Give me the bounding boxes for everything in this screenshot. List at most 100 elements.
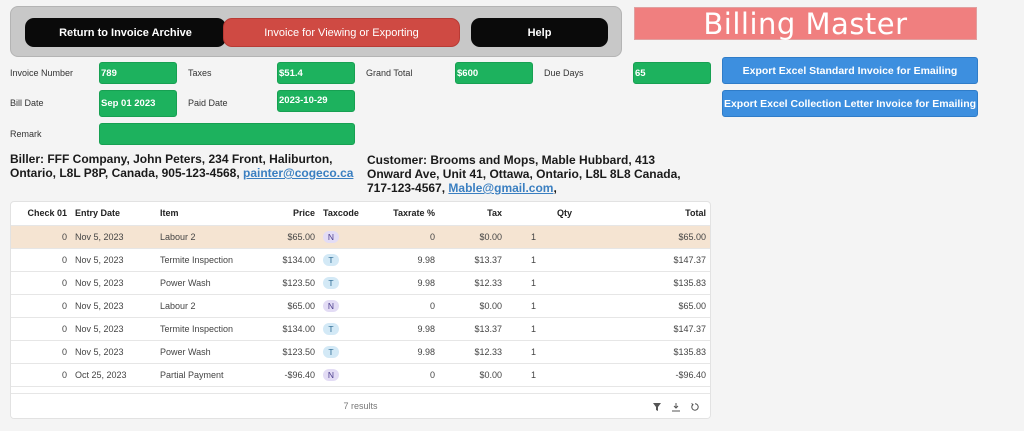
app-title: Billing Master — [634, 7, 977, 41]
remark-label: Remark — [10, 129, 42, 139]
cell-taxcode: N — [319, 225, 374, 249]
cell-tax: $12.33 — [439, 340, 506, 364]
cell-qty: 1 — [506, 248, 576, 272]
nav-panel: Return to Invoice Archive Invoice for Vi… — [10, 6, 622, 57]
table-row[interactable]: 0 Nov 5, 2023 Power Wash $123.50 T 9.98 $12.33… — [11, 271, 710, 295]
cell-qty: 1 — [506, 363, 576, 387]
col-header-check[interactable]: Check 01 — [11, 202, 71, 226]
cell-taxrate: 9.98 — [374, 271, 439, 295]
cell-price: $123.50 — [259, 271, 319, 295]
invoice-viewing-button[interactable]: Invoice for Viewing or Exporting — [223, 18, 460, 47]
cell-qty: 1 — [506, 317, 576, 341]
col-header-entry-date[interactable]: Entry Date — [71, 202, 156, 226]
table-row[interactable]: 0 Nov 5, 2023 Labour 2 $65.00 N 0 $0.00 1 $65.00 — [11, 294, 710, 318]
cell-taxcode: T — [319, 248, 374, 272]
cell-total: $65.00 — [576, 294, 710, 318]
cell-tax: $12.33 — [439, 271, 506, 295]
biller-email-link[interactable]: painter@cogeco.ca — [243, 166, 354, 180]
taxcode-badge: T — [323, 322, 339, 335]
table-row[interactable]: 0 Nov 5, 2023 Power Wash $123.50 T 9.98 $12.33… — [11, 340, 710, 364]
cell-taxrate: 9.98 — [374, 248, 439, 272]
cell-total: $147.37 — [576, 317, 710, 341]
cell-entry-date: Nov 5, 2023 — [71, 225, 156, 249]
cell-check: 0 — [11, 317, 71, 341]
remark-field[interactable] — [99, 123, 355, 145]
results-count: 7 results — [343, 401, 378, 411]
filter-icon[interactable] — [652, 402, 662, 412]
cell-taxrate: 0 — [374, 225, 439, 249]
cell-item: Partial Payment — [156, 363, 259, 387]
download-icon[interactable] — [671, 402, 681, 412]
biller-info: Biller: FFF Company, John Peters, 234 Fr… — [10, 152, 360, 180]
table-row[interactable]: 0 Nov 5, 2023 Termite Inspection $134.00 T 9.… — [11, 317, 710, 341]
cell-entry-date: Nov 5, 2023 — [71, 248, 156, 272]
taxcode-badge: T — [323, 345, 339, 358]
col-header-taxcode[interactable]: Taxcode — [319, 202, 374, 226]
cell-price: $65.00 — [259, 294, 319, 318]
cell-item: Labour 2 — [156, 225, 259, 249]
taxcode-badge: T — [323, 253, 339, 266]
customer-email-link[interactable]: Mable@gmail.com — [448, 181, 554, 195]
cell-price: $134.00 — [259, 248, 319, 272]
cell-entry-date: Nov 5, 2023 — [71, 340, 156, 364]
return-to-archive-button[interactable]: Return to Invoice Archive — [25, 18, 226, 47]
taxes-label: Taxes — [188, 68, 212, 78]
cell-qty: 1 — [506, 340, 576, 364]
cell-taxrate: 9.98 — [374, 340, 439, 364]
table-row[interactable]: 0 Oct 25, 2023 Partial Payment -$96.40 N 0 $0.… — [11, 363, 710, 387]
bill-date-field[interactable]: Sep 01 2023 — [99, 90, 177, 117]
customer-text: Customer: Brooms and Mops, Mable Hubbard… — [367, 153, 681, 195]
cell-item: Power Wash — [156, 271, 259, 295]
cell-tax: $0.00 — [439, 363, 506, 387]
customer-suffix: , — [553, 181, 557, 195]
cell-entry-date: Nov 5, 2023 — [71, 294, 156, 318]
cell-item: Termite Inspection — [156, 248, 259, 272]
col-header-total[interactable]: Total — [576, 202, 710, 226]
col-header-item[interactable]: Item — [156, 202, 259, 226]
export-collection-letter-button[interactable]: Export Excel Collection Letter Invoice f… — [722, 90, 978, 117]
cell-price: $123.50 — [259, 340, 319, 364]
col-header-qty[interactable]: Qty — [506, 202, 576, 226]
cell-taxcode: T — [319, 271, 374, 295]
invoice-number-field[interactable]: 789 — [99, 62, 177, 84]
paid-date-field[interactable]: 2023-10-29 — [277, 90, 355, 112]
cell-taxcode: N — [319, 294, 374, 318]
cell-item: Termite Inspection — [156, 317, 259, 341]
cell-tax: $0.00 — [439, 225, 506, 249]
col-header-price[interactable]: Price — [259, 202, 319, 226]
cell-qty: 1 — [506, 271, 576, 295]
invoice-number-label: Invoice Number — [10, 68, 74, 78]
cell-entry-date: Nov 5, 2023 — [71, 271, 156, 295]
table-header-row: Check 01 Entry Date Item Price Taxcode T… — [11, 202, 710, 226]
cell-tax: $0.00 — [439, 294, 506, 318]
export-standard-invoice-button[interactable]: Export Excel Standard Invoice for Emaili… — [722, 57, 978, 84]
paid-date-label: Paid Date — [188, 98, 228, 108]
col-header-taxrate[interactable]: Taxrate % — [374, 202, 439, 226]
table-footer: 7 results — [11, 393, 710, 418]
table-row[interactable]: 0 Nov 5, 2023 Labour 2 $65.00 N 0 $0.00 1 $65.00 — [11, 225, 710, 249]
cell-check: 0 — [11, 363, 71, 387]
grand-total-field[interactable]: $600 — [455, 62, 533, 84]
due-days-field[interactable]: 65 — [633, 62, 711, 84]
taxcode-badge: N — [323, 299, 339, 312]
col-header-tax[interactable]: Tax — [439, 202, 506, 226]
cell-qty: 1 — [506, 225, 576, 249]
cell-total: -$96.40 — [576, 363, 710, 387]
cell-tax: $13.37 — [439, 248, 506, 272]
due-days-label: Due Days — [544, 68, 584, 78]
table-row[interactable]: 0 Nov 5, 2023 Termite Inspection $134.00 T 9.… — [11, 248, 710, 272]
cell-taxcode: T — [319, 317, 374, 341]
cell-price: $134.00 — [259, 317, 319, 341]
cell-check: 0 — [11, 271, 71, 295]
refresh-icon[interactable] — [690, 402, 700, 412]
cell-tax: $13.37 — [439, 317, 506, 341]
cell-price: $65.00 — [259, 225, 319, 249]
cell-check: 0 — [11, 248, 71, 272]
taxes-field[interactable]: $51.4 — [277, 62, 355, 84]
cell-taxcode: T — [319, 340, 374, 364]
bill-date-label: Bill Date — [10, 98, 44, 108]
help-button[interactable]: Help — [471, 18, 608, 47]
cell-taxrate: 0 — [374, 363, 439, 387]
invoice-items-table: Check 01 Entry Date Item Price Taxcode T… — [10, 201, 711, 419]
taxcode-badge: N — [323, 230, 339, 243]
